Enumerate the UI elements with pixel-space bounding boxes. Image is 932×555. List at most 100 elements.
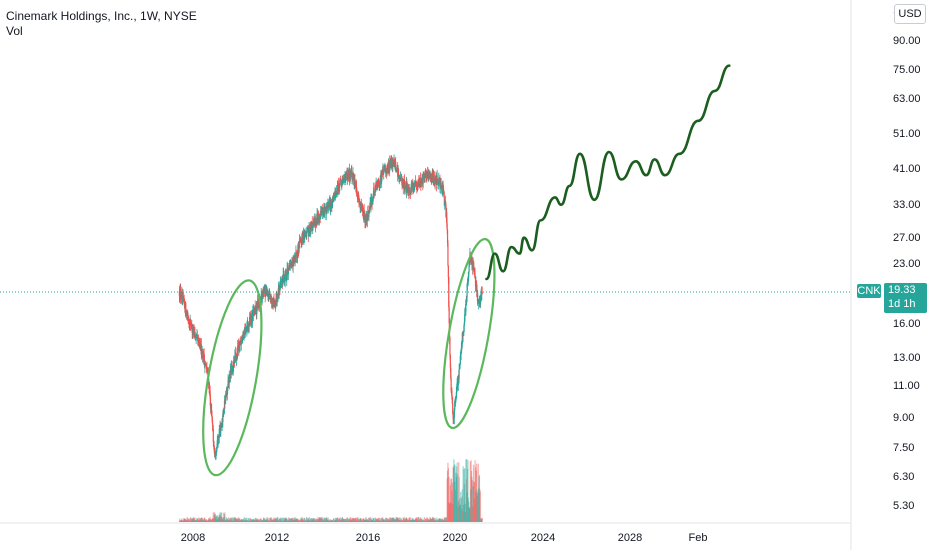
volume-bar (347, 519, 350, 522)
volume-bar (452, 466, 454, 522)
candle-body (267, 292, 269, 297)
volume-bar (414, 519, 416, 522)
drawing-annotations (202, 64, 731, 477)
volume-bar (435, 520, 437, 522)
volume-bar (190, 519, 192, 522)
volume-bar (207, 520, 209, 522)
volume-bar (351, 518, 353, 522)
volume-label: Vol (6, 24, 23, 38)
volume-bar (293, 518, 295, 522)
volume-bar (318, 517, 321, 522)
volume-bar (351, 518, 353, 522)
volume-bar (468, 506, 471, 522)
volume-bar (225, 519, 227, 522)
volume-bar (443, 518, 445, 522)
candle-body (421, 179, 423, 183)
volume-bar (262, 519, 264, 522)
volume-bar (276, 517, 279, 522)
volume-bar (255, 518, 257, 522)
volume-bar (357, 517, 359, 522)
volume-bar (437, 519, 439, 522)
volume-bar (204, 518, 206, 522)
volume-bar (211, 519, 213, 522)
candle-body (328, 204, 330, 208)
volume-bar (261, 520, 263, 522)
volume-bar (306, 517, 308, 522)
volume-bar (431, 518, 433, 522)
volume-bar (196, 518, 198, 522)
volume-bar (247, 517, 249, 522)
volume-bar (285, 519, 287, 522)
volume-bar (443, 517, 445, 522)
volume-bar (179, 520, 181, 522)
volume-bar (409, 517, 411, 522)
volume-bar (353, 519, 356, 522)
volume-bar (300, 519, 302, 522)
volume-bar (327, 517, 329, 522)
volume-bar (400, 519, 402, 522)
volume-bar (376, 518, 378, 522)
volume-bar (290, 518, 292, 522)
volume-bar (250, 519, 252, 522)
volume-bar (388, 518, 390, 522)
volume-bar (427, 519, 429, 522)
volume-bar (298, 520, 300, 522)
volume-bar (236, 519, 238, 522)
volume-bar (380, 518, 382, 522)
volume-bar (402, 519, 404, 522)
price-axis-ticks: 110.0090.0075.0063.0051.0041.0033.0027.0… (893, 4, 926, 512)
volume-bar (217, 516, 220, 522)
volume-bar (199, 518, 202, 522)
price-tick-label: 41.00 (893, 163, 921, 175)
volume-bar (432, 517, 434, 522)
volume-bar (459, 504, 461, 522)
volume-bar (434, 520, 436, 522)
volume-bar (215, 515, 218, 522)
volume-bar (324, 518, 327, 522)
volume-bar (462, 466, 464, 522)
volume-bar (349, 517, 352, 522)
last-price-tag: CNK 19.33 1d 1h (857, 283, 929, 313)
volume-bar (369, 517, 372, 522)
time-axis-ticks: 2008 2012 2016 2020 2024 2028 Feb (181, 532, 708, 544)
volume-bar (346, 517, 348, 522)
volume-bar (325, 520, 327, 522)
volume-bar (281, 520, 283, 522)
volume-bar (444, 517, 447, 522)
currency-button[interactable]: USD (894, 4, 926, 24)
volume-bar (395, 519, 397, 522)
volume-bar (412, 518, 414, 522)
volume-bar (382, 519, 384, 522)
volume-bar (253, 518, 255, 522)
volume-bar (349, 517, 351, 522)
volume-bar (449, 485, 451, 522)
volume-bar (379, 520, 382, 522)
volume-bar (472, 464, 475, 522)
volume-bar (389, 517, 391, 522)
volume-bar (251, 519, 253, 522)
volume-bar (409, 520, 411, 522)
volume-bar (187, 520, 189, 522)
volume-bar (419, 518, 422, 522)
candle-body (211, 420, 214, 425)
volume-bar (349, 518, 351, 522)
volume-bar (480, 519, 482, 522)
volume-bar (290, 518, 292, 522)
volume-bar (430, 518, 433, 522)
volume-bar (321, 517, 323, 522)
volume-bar (220, 513, 222, 522)
volume-bar (459, 505, 461, 522)
volume-bar (324, 518, 326, 522)
volume-bar (366, 518, 368, 522)
volume-bar (344, 519, 346, 522)
volume-bar (464, 512, 467, 522)
volume-bar (478, 487, 480, 522)
volume-bar (245, 519, 247, 522)
volume-bar (344, 519, 346, 522)
volume-bar (270, 519, 272, 522)
volume-bar (183, 518, 186, 522)
volume-bar (209, 517, 211, 522)
volume-bar (288, 517, 290, 522)
